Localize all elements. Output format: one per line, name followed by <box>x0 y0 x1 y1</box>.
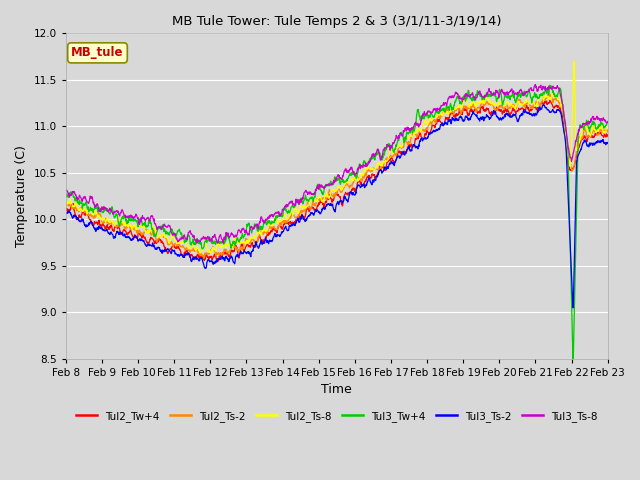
Legend: Tul2_Tw+4, Tul2_Ts-2, Tul2_Ts-8, Tul3_Tw+4, Tul3_Ts-2, Tul3_Ts-8: Tul2_Tw+4, Tul2_Ts-2, Tul2_Ts-8, Tul3_Tw… <box>72 407 602 426</box>
X-axis label: Time: Time <box>321 384 352 396</box>
Y-axis label: Temperature (C): Temperature (C) <box>15 145 28 247</box>
Title: MB Tule Tower: Tule Temps 2 & 3 (3/1/11-3/19/14): MB Tule Tower: Tule Temps 2 & 3 (3/1/11-… <box>172 15 502 28</box>
Text: MB_tule: MB_tule <box>71 47 124 60</box>
